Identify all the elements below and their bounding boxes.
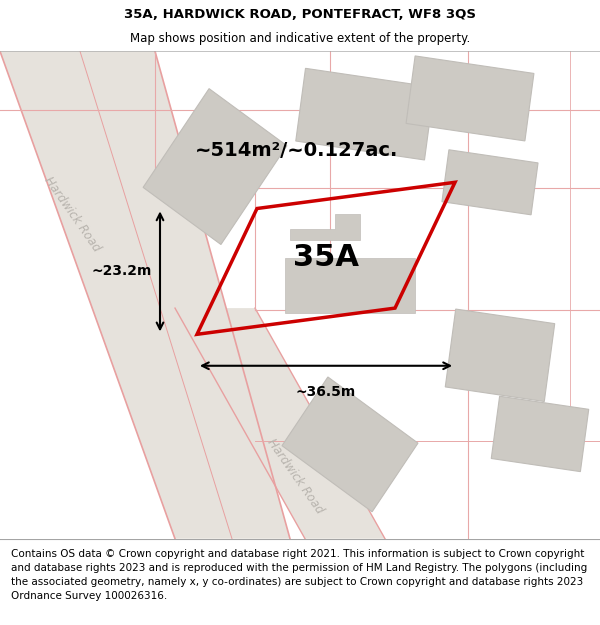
Text: Map shows position and indicative extent of the property.: Map shows position and indicative extent… <box>130 32 470 45</box>
Text: ~36.5m: ~36.5m <box>296 384 356 399</box>
Polygon shape <box>282 377 418 512</box>
Polygon shape <box>296 68 434 160</box>
Polygon shape <box>406 56 534 141</box>
Text: Hardwick Road: Hardwick Road <box>264 436 326 516</box>
Text: ~23.2m: ~23.2m <box>92 264 152 278</box>
Polygon shape <box>442 150 538 215</box>
Polygon shape <box>290 214 360 240</box>
Polygon shape <box>143 89 287 244</box>
Polygon shape <box>0 51 290 539</box>
Text: Hardwick Road: Hardwick Road <box>41 174 103 254</box>
Polygon shape <box>491 396 589 472</box>
Text: 35A, HARDWICK ROAD, PONTEFRACT, WF8 3QS: 35A, HARDWICK ROAD, PONTEFRACT, WF8 3QS <box>124 8 476 21</box>
Text: 35A: 35A <box>293 243 359 272</box>
Polygon shape <box>445 309 555 401</box>
Text: ~514m²/~0.127ac.: ~514m²/~0.127ac. <box>195 141 398 161</box>
Polygon shape <box>285 258 415 313</box>
Polygon shape <box>175 308 385 539</box>
Text: Contains OS data © Crown copyright and database right 2021. This information is : Contains OS data © Crown copyright and d… <box>11 549 587 601</box>
